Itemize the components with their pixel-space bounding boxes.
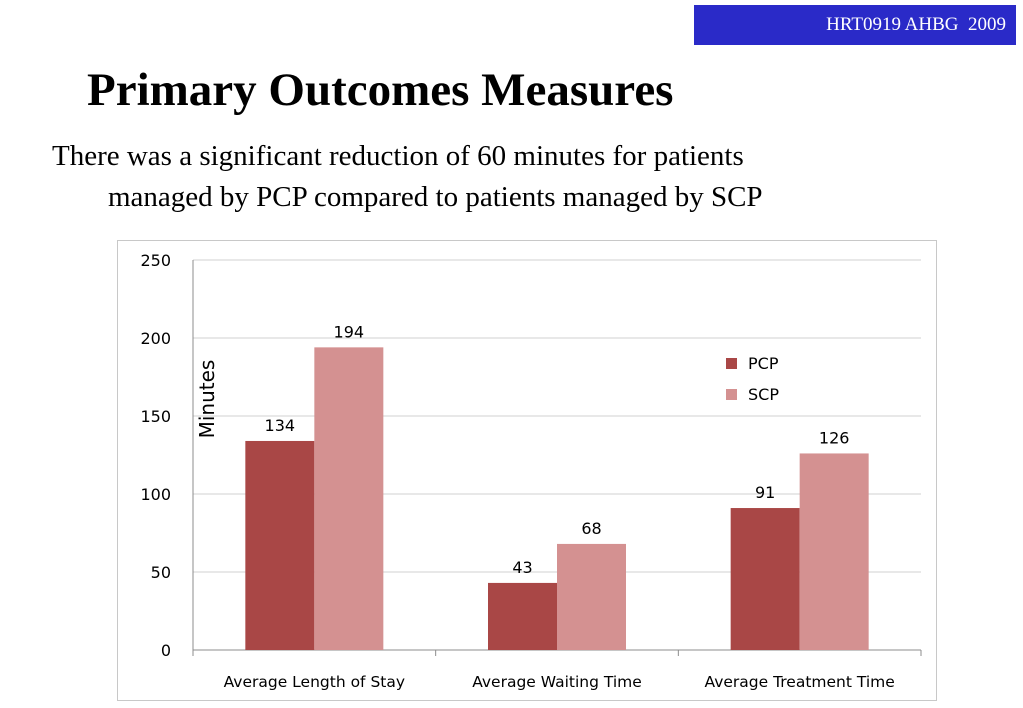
body-line-1: There was a significant reduction of 60 …	[52, 140, 744, 172]
slide-title: Primary Outcomes Measures	[87, 64, 674, 116]
y-tick-label: 200	[140, 329, 171, 348]
y-tick-label: 250	[140, 251, 171, 270]
x-tick-label: Average Length of Stay	[224, 673, 405, 691]
x-tick-label: Average Waiting Time	[472, 673, 642, 691]
bar-scp	[799, 453, 869, 650]
y-tick-label: 50	[151, 563, 171, 582]
y-tick-label: 150	[140, 407, 171, 426]
y-axis-title: Minutes	[195, 360, 219, 439]
bar-pcp	[245, 440, 315, 650]
body-line-2: managed by PCP compared to patients mana…	[108, 181, 763, 213]
data-label: 126	[819, 428, 850, 447]
header-badge: HRT0919 AHBG 2009	[694, 5, 1016, 45]
data-label: 134	[265, 416, 296, 435]
data-label: 91	[755, 483, 775, 502]
bar-chart: 0 50 100 150 200 250 Minutes 134 194 Average Leng…	[140, 251, 922, 691]
data-label: 68	[581, 519, 601, 538]
bar-scp	[557, 543, 626, 650]
y-tick-label: 100	[140, 485, 171, 504]
data-label: 194	[334, 322, 365, 341]
legend-swatch	[726, 358, 737, 369]
legend-label: SCP	[748, 385, 779, 404]
y-tick-label: 0	[161, 641, 171, 660]
x-tick-label: Average Treatment Time	[705, 673, 895, 691]
chart-frame: 0 50 100 150 200 250 Minutes 134 194 Average Leng…	[117, 240, 937, 701]
bar-pcp	[730, 508, 800, 650]
legend-swatch	[726, 389, 737, 400]
bar-scp	[314, 347, 384, 650]
bar-pcp	[488, 582, 557, 650]
slide-body: There was a significant reduction of 60 …	[52, 136, 972, 218]
data-label: 43	[512, 558, 532, 577]
legend-label: PCP	[748, 354, 779, 373]
